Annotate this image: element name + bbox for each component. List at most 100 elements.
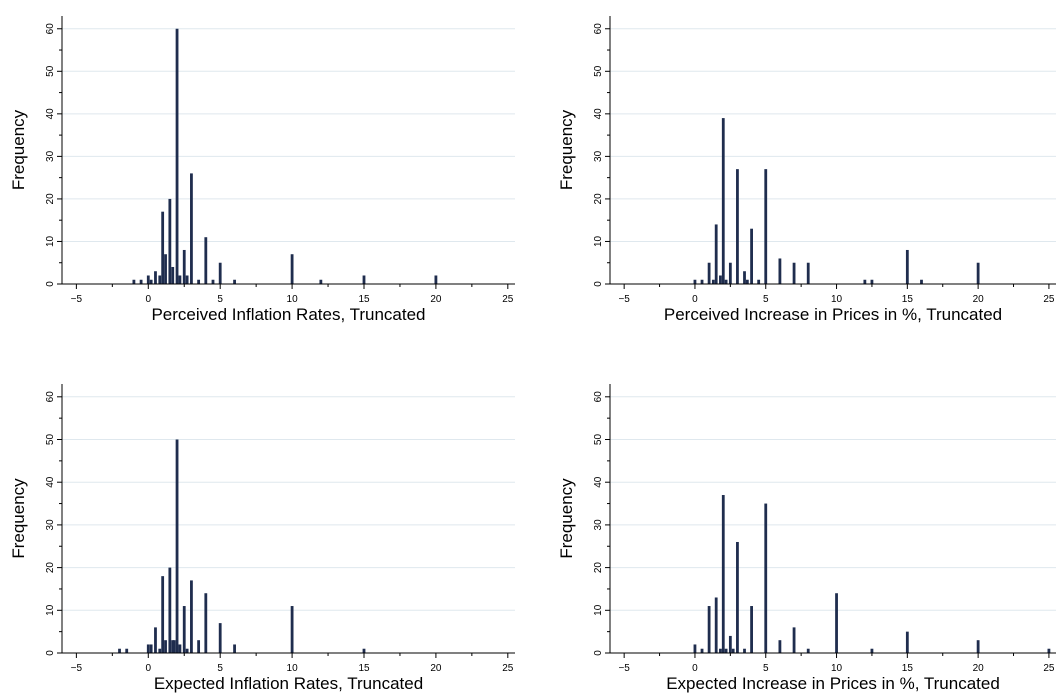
histogram-bar (204, 593, 208, 653)
histogram-bar (172, 640, 176, 653)
histogram-panel-4: 0 10 20 30 40 50 60 −5 0 5 10 15 20 25 Expected Increa… (557, 384, 1056, 693)
y-axis-title: Frequency (557, 478, 576, 559)
histogram-bar (870, 648, 874, 653)
x-tick-label: 15 (902, 663, 914, 674)
y-axis-title: Frequency (9, 478, 28, 559)
x-tick-label: 5 (763, 663, 769, 674)
histogram-bar (764, 169, 768, 284)
y-tick-label: 0 (593, 281, 604, 287)
y-tick-label: 20 (593, 562, 604, 574)
y-tick-label: 30 (45, 519, 56, 531)
histogram-bar (168, 198, 172, 284)
histogram-bar (233, 644, 236, 653)
histogram-bar (362, 648, 366, 653)
x-tick-label: 15 (358, 294, 370, 305)
histogram-bar (164, 254, 167, 284)
x-tick-label: −5 (71, 294, 83, 305)
x-tick-label: 25 (1043, 294, 1055, 305)
y-tick-label: 10 (593, 604, 604, 616)
histogram-bar (139, 279, 143, 284)
y-tick-label: 50 (593, 65, 604, 77)
histogram-bar (905, 631, 909, 653)
x-tick-label: 0 (692, 663, 698, 674)
y-tick-label: 10 (45, 235, 56, 247)
x-tick-label: −5 (71, 663, 83, 674)
x-tick-label: 10 (831, 294, 843, 305)
y-tick-label: 20 (45, 193, 56, 205)
histogram-bar (161, 211, 165, 284)
histogram-bar (778, 258, 782, 284)
histogram-bar (182, 606, 186, 653)
x-tick-label: 20 (430, 663, 442, 674)
histogram-panel-2: 0 10 20 30 40 50 60 −5 0 5 10 15 20 25 Perceived Incre… (557, 16, 1056, 324)
histogram-bar (714, 597, 718, 653)
histogram-bar (1047, 648, 1051, 653)
x-axis-title: Perceived Inflation Rates, Truncated (151, 305, 425, 324)
x-axis-title: Expected Inflation Rates, Truncated (154, 674, 423, 693)
histogram-bar (175, 28, 179, 285)
histogram-bar (728, 635, 732, 653)
x-tick-label: 10 (287, 294, 299, 305)
x-tick-label: 15 (358, 663, 370, 674)
y-tick-label: 40 (45, 476, 56, 488)
y-tick-label: 50 (45, 434, 56, 446)
y-tick-label: 20 (45, 562, 56, 574)
y-tick-label: 60 (45, 23, 56, 35)
y-tick-label: 10 (593, 235, 604, 247)
histogram-bar (711, 279, 715, 284)
y-tick-label: 10 (45, 604, 56, 616)
histogram-bar (204, 237, 208, 284)
histogram-bar (757, 279, 761, 284)
histogram-bar (168, 567, 172, 653)
histogram-bar (146, 275, 150, 284)
histogram-bar (197, 279, 201, 284)
histogram-bar (175, 439, 179, 653)
histogram-bar (700, 279, 704, 284)
histogram-bar (714, 224, 718, 284)
histogram-bar (745, 279, 749, 284)
y-tick-label: 30 (593, 150, 604, 162)
histogram-bar (736, 169, 739, 284)
histogram-bar (750, 228, 753, 284)
histogram-bar (721, 118, 725, 284)
histogram-bar (185, 648, 189, 653)
histogram-bar (218, 262, 222, 284)
y-tick-label: 40 (593, 108, 604, 120)
histogram-panel-1: 0 10 20 30 40 50 60 −5 0 5 10 15 20 25 Perceived Infla… (9, 16, 515, 324)
histogram-bar (731, 648, 735, 653)
x-tick-label: 5 (763, 294, 769, 305)
y-tick-label: 30 (593, 519, 604, 531)
histogram-bar (863, 279, 867, 284)
histogram-bar (190, 173, 193, 284)
histogram-bar (362, 275, 366, 284)
x-tick-label: 0 (146, 663, 152, 674)
x-tick-label: 25 (502, 663, 514, 674)
histogram-bar (719, 648, 722, 653)
histogram-bar (161, 576, 165, 653)
histogram-bar (724, 279, 728, 284)
histogram-bar (146, 644, 150, 653)
x-tick-label: 10 (831, 663, 843, 674)
x-tick-label: 25 (502, 294, 514, 305)
histogram-bar (132, 279, 136, 284)
y-tick-label: 40 (593, 476, 604, 488)
histogram-bar (190, 580, 193, 653)
histogram-bar (724, 648, 728, 653)
histogram-bar (743, 271, 746, 284)
histogram-bar (835, 593, 838, 653)
histogram-bar (118, 648, 121, 653)
histogram-bar (125, 648, 129, 653)
histogram-bar (743, 648, 746, 653)
histogram-bar (149, 644, 153, 653)
histogram-bar (218, 623, 222, 653)
y-tick-label: 50 (593, 434, 604, 446)
histogram-bar (693, 644, 697, 653)
histogram-bar (171, 266, 175, 284)
histogram-bar (700, 648, 704, 653)
x-tick-label: 10 (287, 663, 299, 674)
x-axis-title: Expected Increase in Prices in %, Trunca… (666, 674, 1000, 693)
histogram-bar (178, 275, 182, 284)
histogram-bar (905, 249, 909, 284)
histogram-bar (290, 606, 294, 653)
